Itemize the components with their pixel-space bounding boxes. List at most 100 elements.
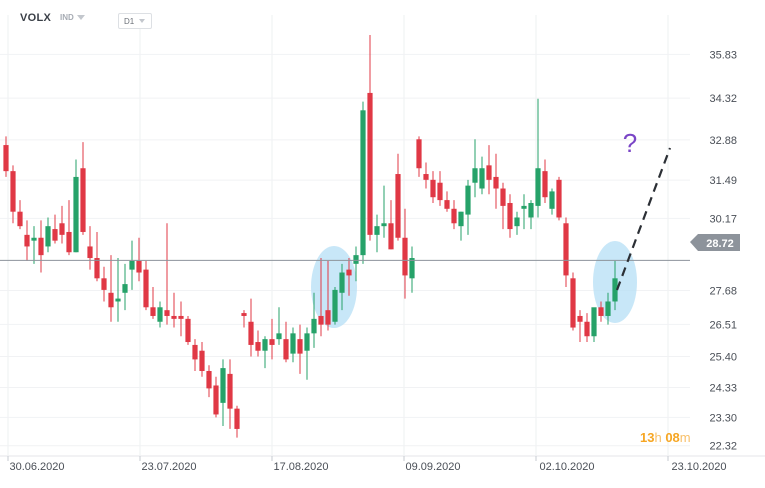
candle-body [479,168,485,189]
candle-down [87,226,93,270]
candle-body [24,234,30,247]
candle-up [381,185,387,238]
candle-body [542,171,548,198]
highlight-ellipses [311,241,637,328]
candle-body [199,350,205,371]
candle-down [486,145,492,195]
y-tick-label: 34.32 [709,93,737,105]
candle-up [465,179,471,235]
candle-down [227,359,233,429]
candle-body [444,200,450,209]
y-tick-label: 22.32 [709,441,737,453]
candle-body [185,318,191,343]
candle-down [402,208,408,299]
period-dropdown[interactable]: D1 [118,13,152,29]
candle-body [486,165,492,180]
candle-up [360,101,366,264]
candle-up [549,188,555,215]
countdown-hours-unit: h [654,430,662,445]
candle-body [395,174,401,238]
candle-body [507,203,513,230]
candle-down [500,182,506,230]
candle-body [556,179,562,218]
candle-down [395,153,401,241]
candle-body [59,223,65,235]
candle-down [577,310,583,343]
x-tick-label: 02.10.2020 [539,461,594,473]
candle-body [241,313,247,316]
candle-body [598,307,604,316]
candle-body [38,237,44,256]
candle-up [31,226,37,264]
candle-up [276,307,282,345]
candle-body [206,371,212,389]
candle-up [535,98,541,218]
chevron-down-icon [139,19,146,23]
candle-body [10,171,16,212]
current-price-tag: 28.72 [690,234,740,251]
candle-body [129,260,135,270]
candle-body [73,176,79,253]
candle-body [437,182,443,201]
candle-body [584,321,590,337]
y-tick-label: 30.17 [709,213,737,225]
candle-up [332,287,338,325]
candle-up [605,292,611,325]
candle-body [31,237,37,241]
candle-body [465,185,471,215]
candle-down [283,321,289,363]
candle-down [346,258,352,296]
candle-down [584,313,590,343]
candle-up [311,292,317,348]
candle-body [87,246,93,259]
candle-body [171,315,177,319]
y-tick-label: 26.51 [709,319,737,331]
y-tick-label: 24.33 [709,383,737,395]
candle-body [45,226,51,247]
candle-down [185,315,191,345]
candle-up [353,246,359,282]
x-tick-label: 30.06.2020 [9,461,64,473]
candle-body [213,385,219,415]
countdown-hours: 13 [640,430,655,445]
candle-down [192,339,198,371]
candle-down [556,176,562,221]
candle-body [283,339,289,360]
candle-down [80,142,86,235]
candle-down [507,194,513,238]
candle-down [570,272,576,331]
candle-body [52,229,58,241]
candle-body [248,321,254,345]
candle-body [472,168,478,183]
candle-down [24,220,30,261]
candle-body [353,255,359,264]
candle-body [234,408,240,429]
candle-down [563,217,569,287]
candle-body [297,339,303,354]
candle-up [290,327,296,363]
symbol-label: VOLX [20,12,52,24]
x-tick-label: 09.09.2020 [405,461,460,473]
candle-up [521,194,527,230]
candle-body [101,278,107,290]
candle-body [304,333,310,351]
candle-up [528,200,534,230]
candle-down [59,205,65,244]
candle-down [318,258,324,337]
candle-body [416,139,422,169]
candle-body [500,188,506,206]
x-tick-label: 23.10.2020 [671,461,726,473]
chart-header: VOLX IND D1 [0,0,765,34]
candle-body [339,272,345,293]
instrument-type-dropdown[interactable]: IND [60,13,85,22]
candle-down [367,35,373,241]
candle-body [262,339,268,351]
candle-countdown: 13h 08m [640,430,691,445]
candle-down [542,159,548,203]
candle-down [143,260,149,311]
candle-down [3,136,9,177]
candle-down [164,223,170,325]
candle-body [157,307,163,322]
